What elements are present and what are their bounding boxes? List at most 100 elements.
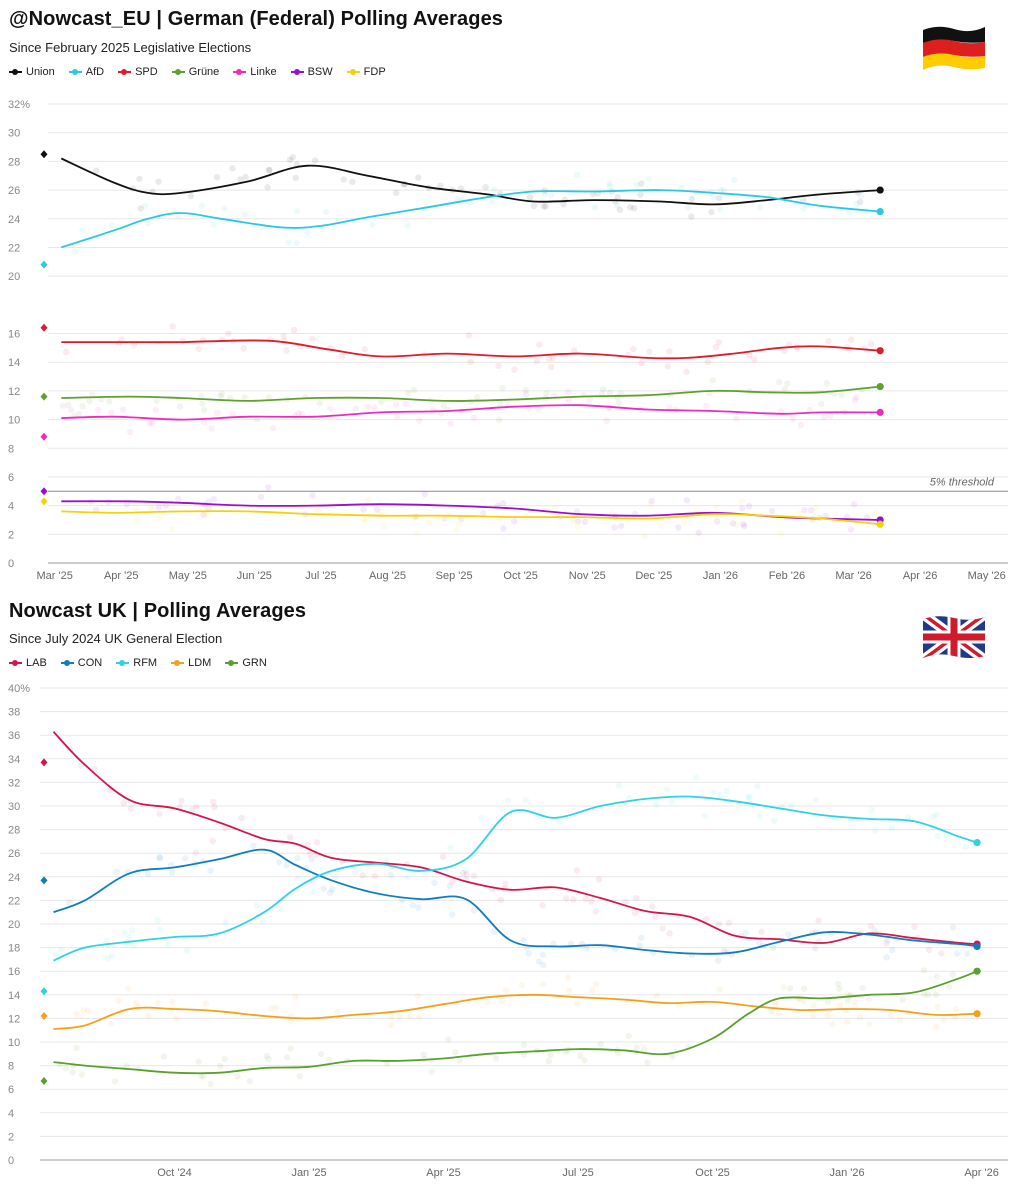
germany-panel: @Nowcast_EU | German (Federal) Polling A…	[0, 0, 1018, 592]
poll-dot	[614, 393, 621, 401]
poll-dot	[712, 343, 720, 351]
poll-dot	[964, 950, 971, 958]
poll-dot	[810, 1002, 817, 1009]
poll-dot	[193, 803, 200, 810]
election-marker-lab[interactable]	[40, 758, 48, 767]
legend-item-lab[interactable]: LAB	[9, 657, 47, 669]
poll-dot	[740, 520, 747, 528]
poll-dot	[581, 1057, 588, 1064]
legend-item-spd[interactable]: SPD	[118, 66, 158, 78]
poll-dot	[920, 991, 928, 998]
poll-dot	[614, 202, 621, 209]
legend-item-fdp[interactable]: FDP	[346, 66, 386, 78]
poll-dot	[160, 1053, 167, 1060]
latest-marker-ldm[interactable]	[973, 1010, 981, 1018]
legend-item-rfm[interactable]: RFM	[116, 657, 157, 669]
election-marker-afd[interactable]	[40, 260, 48, 269]
latest-marker-union[interactable]	[876, 186, 884, 194]
poll-dot	[266, 166, 273, 174]
latest-marker-grune[interactable]	[876, 382, 884, 391]
legend-item-bsw[interactable]: BSW	[290, 66, 333, 78]
election-marker-ldm[interactable]	[40, 1012, 48, 1021]
poll-dot	[154, 917, 161, 924]
poll-dot	[933, 1023, 940, 1031]
latest-marker-rfm[interactable]	[973, 838, 981, 847]
poll-dot	[645, 175, 653, 182]
latest-marker-afd[interactable]	[876, 207, 884, 216]
poll-dot	[952, 1005, 960, 1013]
poll-dot	[449, 911, 456, 918]
poll-dot	[738, 498, 745, 505]
latest-marker-linke[interactable]	[876, 408, 884, 416]
election-marker-fdp[interactable]	[40, 497, 48, 506]
poll-dot	[577, 1052, 584, 1060]
legend-item-grune[interactable]: Grüne	[171, 66, 219, 78]
legend-swatch	[171, 68, 185, 76]
poll-dot	[188, 806, 196, 813]
poll-dot	[638, 180, 645, 187]
poll-dot	[198, 392, 205, 399]
poll-dot	[872, 827, 879, 834]
poll-dot	[739, 505, 746, 512]
poll-dot	[383, 1060, 391, 1067]
legend-label: LAB	[26, 657, 47, 669]
poll-dot	[616, 206, 624, 214]
legend-item-ldm[interactable]: LDM	[171, 657, 211, 669]
election-marker-linke[interactable]	[40, 432, 48, 441]
x-tick-label: Oct '25	[503, 570, 538, 582]
poll-dot	[677, 184, 685, 191]
election-marker-spd[interactable]	[40, 323, 48, 332]
election-marker-union[interactable]	[40, 150, 48, 159]
poll-dot	[777, 530, 784, 537]
poll-dot	[162, 502, 169, 509]
y-tick-label: 26	[8, 848, 20, 860]
poll-dot	[311, 157, 319, 164]
y-tick-label: 6	[8, 472, 14, 484]
latest-marker-grn[interactable]	[973, 967, 981, 975]
election-marker-con[interactable]	[40, 876, 48, 885]
poll-dot	[146, 420, 153, 427]
poll-dot	[511, 366, 518, 373]
poll-dot	[463, 871, 470, 878]
election-marker-grune[interactable]	[40, 392, 48, 401]
poll-dot	[445, 1036, 452, 1043]
latest-marker-con[interactable]	[973, 942, 981, 951]
legend-item-con[interactable]: CON	[60, 657, 102, 669]
poll-dot	[847, 815, 854, 823]
poll-dot	[822, 512, 830, 520]
poll-dot	[415, 904, 422, 911]
poll-dot	[364, 403, 372, 410]
latest-marker-spd[interactable]	[876, 347, 884, 355]
latest-marker-fdp[interactable]	[876, 520, 884, 528]
uk-title: Nowcast UK | Polling Averages	[9, 600, 307, 622]
poll-dot	[155, 178, 162, 185]
poll-dot	[183, 947, 191, 954]
legend-swatch	[116, 659, 130, 667]
legend-item-linke[interactable]: Linke	[233, 66, 277, 78]
series-lab	[40, 731, 981, 948]
poll-dot	[533, 358, 541, 365]
y-tick-label: 10	[8, 415, 20, 427]
poll-dot	[788, 802, 795, 809]
x-tick-label: Jan '25	[291, 1167, 326, 1179]
poll-dot	[144, 870, 152, 878]
poll-dot	[812, 796, 819, 803]
y-tick-label: 30	[8, 128, 20, 140]
election-marker-rfm[interactable]	[40, 987, 48, 996]
legend-item-afd[interactable]: AfD	[68, 66, 104, 78]
poll-dot	[210, 798, 217, 806]
election-marker-grn[interactable]	[40, 1076, 48, 1085]
legend-item-grn[interactable]: GRN	[225, 657, 267, 669]
poll-dot	[156, 514, 163, 522]
legend-item-union[interactable]: Union	[9, 66, 55, 78]
poll-dot	[287, 1045, 294, 1052]
poll-dot	[772, 1001, 779, 1008]
y-tick-label: 12	[8, 386, 20, 398]
poll-dot	[149, 419, 156, 426]
poll-dot	[241, 394, 248, 401]
poll-dot	[413, 513, 420, 520]
poll-dot	[810, 1012, 817, 1019]
election-marker-bsw[interactable]	[40, 487, 48, 496]
poll-dot	[717, 791, 724, 798]
